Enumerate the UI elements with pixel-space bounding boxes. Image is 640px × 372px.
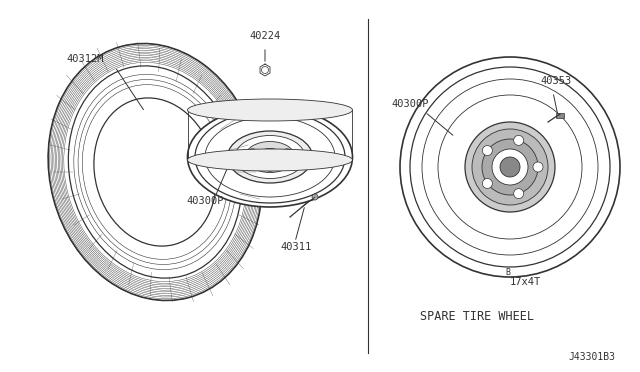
Ellipse shape — [249, 149, 256, 153]
Ellipse shape — [256, 148, 284, 166]
Circle shape — [483, 145, 492, 155]
Circle shape — [262, 67, 269, 74]
Text: SPARE TIRE WHEEL: SPARE TIRE WHEEL — [420, 310, 534, 323]
Ellipse shape — [266, 167, 273, 171]
Text: 17x4T: 17x4T — [509, 277, 541, 287]
Ellipse shape — [284, 149, 291, 153]
Text: 40311: 40311 — [280, 242, 312, 252]
Text: B: B — [505, 268, 510, 277]
Ellipse shape — [188, 107, 353, 207]
Ellipse shape — [94, 98, 216, 246]
Circle shape — [500, 157, 520, 177]
Ellipse shape — [227, 131, 312, 183]
Circle shape — [483, 179, 492, 189]
Circle shape — [492, 149, 528, 185]
Circle shape — [514, 189, 524, 199]
Circle shape — [482, 139, 538, 195]
Ellipse shape — [235, 135, 305, 179]
Ellipse shape — [195, 111, 345, 203]
Bar — [556, 113, 564, 118]
Text: 40353: 40353 — [540, 76, 572, 86]
Text: 40224: 40224 — [250, 31, 280, 41]
Circle shape — [472, 129, 548, 205]
Circle shape — [533, 162, 543, 172]
Text: 40312M: 40312M — [67, 54, 104, 64]
Circle shape — [514, 135, 524, 145]
Text: 40300P: 40300P — [186, 196, 224, 206]
Circle shape — [312, 194, 318, 200]
Ellipse shape — [188, 149, 353, 171]
Circle shape — [465, 122, 555, 212]
Ellipse shape — [245, 141, 295, 173]
Text: J43301B3: J43301B3 — [568, 352, 615, 362]
Ellipse shape — [205, 117, 335, 197]
Ellipse shape — [188, 99, 353, 121]
Text: 40300P: 40300P — [391, 99, 429, 109]
